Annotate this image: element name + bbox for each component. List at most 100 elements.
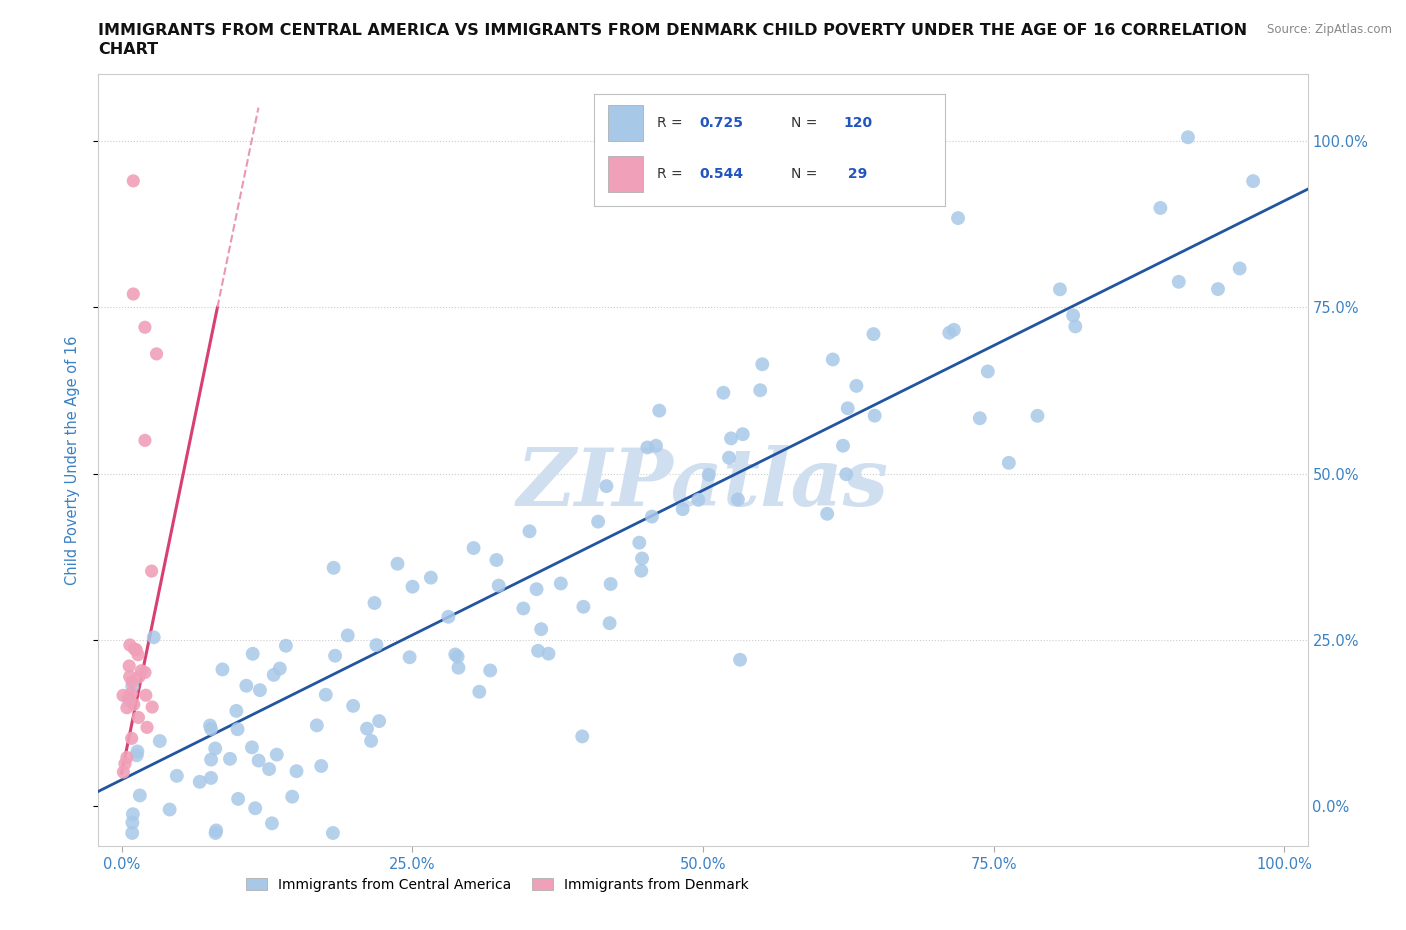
Point [121, 679, 143, 694]
Point [530, 622, 553, 637]
Point [322, 561, 344, 576]
Point [1026, 408, 1049, 423]
Point [118, 693, 141, 708]
Point [641, 509, 664, 524]
Point [226, 791, 249, 806]
Point [832, 438, 855, 453]
Point [1149, 201, 1171, 216]
Point [122, 697, 145, 711]
Point [938, 326, 960, 340]
Point [200, 770, 222, 785]
Point [599, 616, 621, 631]
Point [198, 718, 221, 733]
Point [204, 741, 226, 756]
Point [225, 703, 247, 718]
Point [1167, 274, 1189, 289]
Text: IMMIGRANTS FROM CENTRAL AMERICA VS IMMIGRANTS FROM DENMARK CHILD POVERTY UNDER T: IMMIGRANTS FROM CENTRAL AMERICA VS IMMIG… [98, 23, 1247, 38]
Point [1064, 319, 1087, 334]
Point [112, 688, 135, 703]
Point [118, 638, 141, 653]
Point [145, 347, 167, 362]
Point [149, 734, 172, 749]
Point [323, 648, 346, 663]
Point [447, 660, 470, 675]
Point [141, 564, 163, 578]
Point [121, 816, 143, 830]
Point [240, 740, 263, 755]
Point [204, 826, 226, 841]
Point [322, 826, 344, 841]
Point [728, 652, 751, 667]
Point [749, 383, 772, 398]
Point [269, 661, 291, 676]
Point [336, 628, 359, 643]
Point [387, 556, 409, 571]
Point [226, 722, 249, 737]
Point [628, 536, 651, 551]
Point [249, 683, 271, 698]
Point [200, 722, 222, 737]
Point [115, 751, 138, 765]
Text: Source: ZipAtlas.com: Source: ZipAtlas.com [1267, 23, 1392, 36]
Point [263, 668, 285, 683]
Point [419, 570, 441, 585]
Point [444, 647, 467, 662]
Point [1062, 308, 1084, 323]
Point [125, 748, 148, 763]
Text: ZIPatlas: ZIPatlas [517, 445, 889, 523]
Point [751, 357, 773, 372]
Point [235, 678, 257, 693]
Point [188, 775, 211, 790]
Point [127, 710, 149, 724]
Point [586, 514, 609, 529]
Point [845, 379, 868, 393]
Point [711, 385, 734, 400]
Point [266, 747, 288, 762]
Point [118, 670, 141, 684]
Point [862, 326, 884, 341]
Point [519, 524, 541, 538]
Point [720, 431, 742, 445]
Point [969, 411, 991, 426]
Point [527, 644, 550, 658]
Point [946, 211, 969, 226]
Point [368, 713, 391, 728]
Point [1177, 130, 1199, 145]
Point [245, 801, 267, 816]
Point [120, 686, 142, 701]
Point [134, 320, 156, 335]
Legend: Immigrants from Central America, Immigrants from Denmark: Immigrants from Central America, Immigra… [240, 872, 755, 897]
Point [134, 433, 156, 448]
Point [257, 762, 280, 777]
Point [285, 764, 308, 778]
Point [121, 731, 143, 746]
Point [446, 649, 468, 664]
Point [485, 552, 508, 567]
Point [159, 802, 181, 817]
Point [488, 578, 510, 593]
Point [281, 790, 304, 804]
Point [122, 173, 145, 188]
Point [141, 699, 163, 714]
Point [127, 744, 149, 759]
Point [274, 638, 297, 653]
Point [595, 479, 617, 494]
Point [121, 826, 143, 841]
Point [128, 670, 150, 684]
Point [942, 323, 965, 338]
Point [731, 427, 754, 442]
Point [115, 700, 138, 715]
Point [200, 752, 222, 767]
Point [305, 718, 328, 733]
Point [131, 663, 153, 678]
Point [835, 467, 858, 482]
Point [219, 751, 242, 766]
Point [309, 759, 332, 774]
Point [631, 551, 654, 566]
Point [863, 408, 886, 423]
Point [718, 450, 741, 465]
Point [468, 684, 491, 699]
Point [599, 577, 621, 591]
Point [550, 576, 572, 591]
Point [205, 823, 228, 838]
